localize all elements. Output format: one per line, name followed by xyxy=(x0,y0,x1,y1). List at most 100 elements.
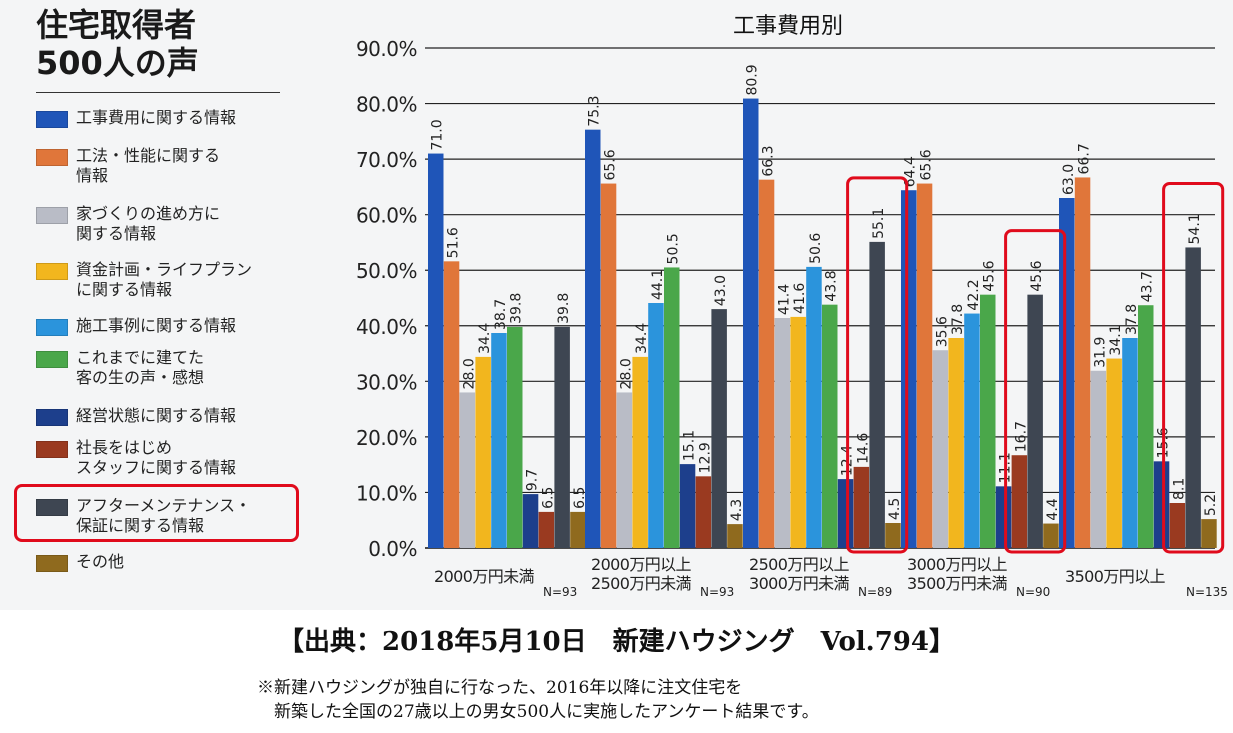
legend-label: 経営状態に関する情報 xyxy=(76,406,237,425)
bar-value-label: 66.7 xyxy=(1077,143,1093,174)
bar xyxy=(869,241,885,548)
y-tick-label: 50.0% xyxy=(356,259,417,283)
bar-value-label: 4.3 xyxy=(729,499,745,521)
bar xyxy=(964,313,980,548)
sample-size-label: N=93 xyxy=(543,585,577,599)
y-tick-label: 70.0% xyxy=(356,148,417,172)
bar-value-label: 42.2 xyxy=(966,279,982,310)
legend-swatch xyxy=(36,111,68,128)
x-category-label: 2000万円未満 xyxy=(434,567,535,586)
x-category-label: 2500万円以上 3000万円未満 xyxy=(749,555,850,593)
bar-value-label: 14.6 xyxy=(855,433,871,464)
sample-size-label: N=90 xyxy=(1016,585,1050,599)
x-category-line: 3500万円以上 xyxy=(1065,567,1166,586)
sample-size-label: N=135 xyxy=(1186,585,1228,599)
legend-item: 工事費用に関する情報 xyxy=(36,108,300,128)
bar xyxy=(600,183,617,549)
bar xyxy=(522,494,539,548)
bar-value-label: 15.1 xyxy=(682,430,698,461)
title-divider xyxy=(36,92,280,93)
highlight-box xyxy=(846,176,909,554)
bar xyxy=(459,392,476,548)
y-tick-label: 10.0% xyxy=(356,481,417,505)
bar xyxy=(980,294,996,548)
x-category-label: 2000万円以上 2500万円未満 xyxy=(591,555,692,593)
bar-value-label: 43.0 xyxy=(713,275,729,306)
y-tick-label: 20.0% xyxy=(356,426,417,450)
legend-swatch xyxy=(36,351,68,368)
legend-label: 家づくりの進め方に 関する情報 xyxy=(76,204,221,243)
bar-value-label: 41.4 xyxy=(776,284,792,315)
bar-value-label: 28.0 xyxy=(461,358,477,389)
page-title-text: 住宅取得者 500人の声 xyxy=(36,6,199,82)
page-title: 住宅取得者 500人の声 xyxy=(36,6,199,82)
legend-item: 社長をはじめ スタッフに関する情報 xyxy=(36,438,300,478)
bar-value-label: 39.8 xyxy=(556,293,572,324)
bar-value-label: 51.6 xyxy=(446,227,462,258)
legend-label: 資金計画・ライフプラン に関する情報 xyxy=(76,260,253,299)
bar xyxy=(995,486,1012,548)
x-category-line: 2500万円未満 xyxy=(591,574,692,593)
bar-value-label: 65.6 xyxy=(919,149,935,180)
bar-chart: 工事費用別 0.0% 10.0% 20.0% 30.0% 40.0% 50.0% 60.0% 7… xyxy=(356,14,1228,599)
bar xyxy=(916,183,933,549)
bar xyxy=(428,153,444,549)
bar xyxy=(648,303,664,548)
survey-note: ※新建ハウジングが独自に行なった、2016年以降に注文住宅を 新築した全国の27… xyxy=(257,678,819,722)
bar-value-label: 50.5 xyxy=(666,233,682,264)
bar xyxy=(1169,503,1186,548)
bar-value-label: 16.7 xyxy=(1013,421,1029,452)
bar xyxy=(885,523,901,548)
x-category-line: 3500万円未満 xyxy=(907,574,1008,593)
legend-label: アフターメンテナンス・ 保証に関する情報 xyxy=(76,496,252,535)
bar-value-label: 39.8 xyxy=(509,293,525,324)
bar xyxy=(948,338,964,548)
highlight-box xyxy=(1004,229,1067,554)
bar xyxy=(932,350,949,548)
legend-label: 施工事例に関する情報 xyxy=(76,316,237,335)
bar-value-label: 34.4 xyxy=(477,323,493,354)
legend-item: 家づくりの進め方に 関する情報 xyxy=(36,204,300,244)
legend-swatch xyxy=(36,149,68,166)
bar-value-label: 6.5 xyxy=(540,487,556,509)
bar-value-label: 66.3 xyxy=(761,145,777,176)
bar xyxy=(1043,523,1059,548)
bar xyxy=(727,524,743,548)
bar-value-label: 63.0 xyxy=(1061,164,1077,195)
bar xyxy=(554,326,570,548)
bar xyxy=(806,266,822,548)
bar-value-label: 31.9 xyxy=(1092,337,1108,368)
bar xyxy=(1011,455,1028,548)
legend-item: これまでに建てた 客の生の声・感想 xyxy=(36,348,300,388)
x-category-line: 2500万円以上 xyxy=(749,555,850,574)
sample-size-label: N=93 xyxy=(700,585,734,599)
bar-value-label: 34.4 xyxy=(634,323,650,354)
y-tick-label: 0.0% xyxy=(368,537,417,561)
bar-value-label: 44.1 xyxy=(650,269,666,300)
bar xyxy=(1138,305,1154,548)
bar-value-label: 12.9 xyxy=(697,442,713,473)
x-category-label: 3500万円以上 xyxy=(1065,567,1166,586)
x-category-label: 3000万円以上 3500万円未満 xyxy=(907,555,1008,593)
y-tick-label: 30.0% xyxy=(356,370,417,394)
x-category-line: 3000万円未満 xyxy=(749,574,850,593)
legend-swatch xyxy=(36,441,68,458)
bar xyxy=(1153,461,1170,548)
bar xyxy=(507,326,523,548)
y-tick-label: 80.0% xyxy=(356,93,417,117)
x-category-line: 2000万円以上 xyxy=(591,555,692,574)
y-tick-label: 90.0% xyxy=(356,37,417,61)
legend-swatch xyxy=(36,319,68,336)
bar xyxy=(837,479,854,548)
bar-value-label: 38.7 xyxy=(493,299,509,330)
legend-label: 社長をはじめ スタッフに関する情報 xyxy=(76,438,237,477)
legend-item: 工法・性能に関する 情報 xyxy=(36,146,300,186)
highlight-box xyxy=(1162,181,1225,554)
bar-value-label: 4.5 xyxy=(887,498,903,520)
bar-value-label: 9.7 xyxy=(525,469,541,491)
bar xyxy=(711,309,727,548)
bar xyxy=(570,511,586,548)
bar-value-label: 45.6 xyxy=(1029,260,1045,291)
bar xyxy=(1027,294,1043,548)
bar xyxy=(1106,358,1122,548)
